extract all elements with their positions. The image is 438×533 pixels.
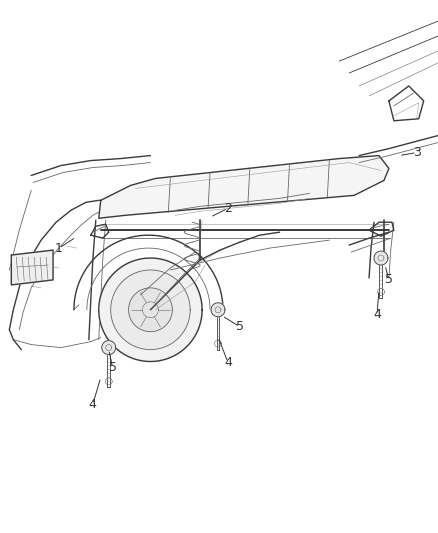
Polygon shape (99, 258, 201, 361)
Polygon shape (99, 156, 388, 218)
Text: 4: 4 (88, 398, 96, 411)
Text: 5: 5 (109, 361, 117, 374)
Text: 1: 1 (55, 241, 63, 255)
Text: 4: 4 (223, 356, 231, 369)
Polygon shape (110, 270, 190, 350)
Polygon shape (11, 250, 53, 285)
Text: 5: 5 (235, 320, 244, 333)
Text: 3: 3 (412, 146, 420, 159)
Text: 2: 2 (223, 202, 231, 215)
Text: 4: 4 (372, 308, 380, 321)
Polygon shape (211, 303, 224, 317)
Polygon shape (373, 251, 387, 265)
Polygon shape (102, 341, 115, 354)
Text: 5: 5 (384, 273, 392, 286)
Polygon shape (128, 288, 172, 332)
